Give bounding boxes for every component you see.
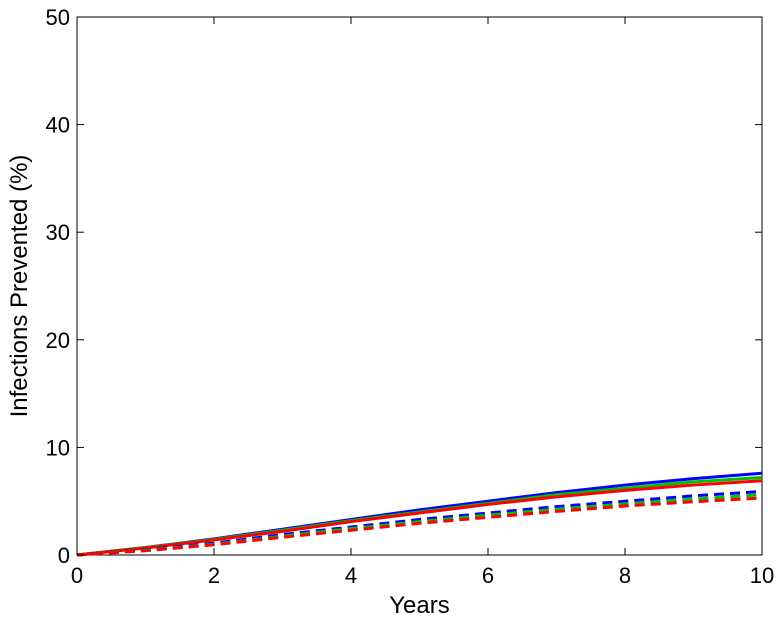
x-axis-title: Years — [389, 592, 450, 619]
y-tick-label: 10 — [46, 435, 70, 460]
series-layer — [76, 471, 763, 557]
y-tick-label: 30 — [46, 220, 70, 245]
x-tick-label: 4 — [345, 563, 357, 588]
x-tick-label: 0 — [71, 563, 83, 588]
y-tick-label: 50 — [46, 5, 70, 30]
y-tick-label: 20 — [46, 328, 70, 353]
x-tick-label: 6 — [482, 563, 494, 588]
x-tick-label: 8 — [619, 563, 631, 588]
x-tick-label: 2 — [208, 563, 220, 588]
x-tick-label: 10 — [750, 563, 774, 588]
series-line-3-solid — [76, 479, 763, 557]
tick-layer: 0 2 4 6 8 10 0 10 20 30 40 50 — [46, 5, 775, 588]
y-axis-title: Infections Prevented (%) — [6, 155, 33, 418]
y-tick-label: 0 — [58, 543, 70, 568]
series-line-6-dashed — [76, 496, 763, 557]
y-tick-label: 40 — [46, 113, 70, 138]
plot-area — [76, 16, 763, 556]
